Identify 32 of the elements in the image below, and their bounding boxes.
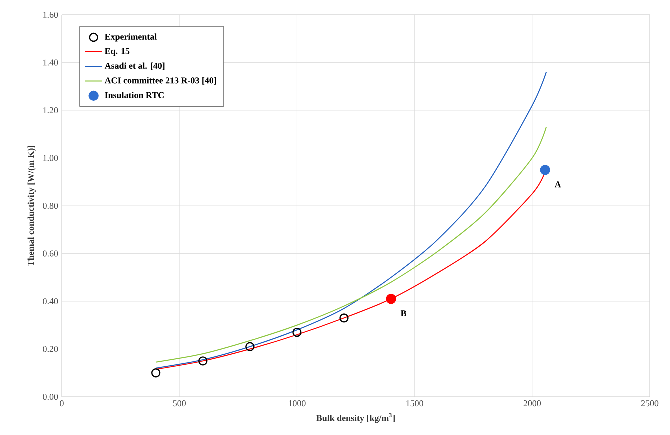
point [198, 356, 208, 366]
y-tick-label: 1.60 [44, 12, 58, 18]
point [386, 294, 396, 304]
legend-label: Eq. 15 [104, 48, 130, 56]
legend-label: Experimental [104, 34, 157, 42]
y-tick-label: 1.20 [44, 107, 58, 114]
x-tick-label: 2000 [524, 400, 542, 407]
point [340, 314, 349, 323]
x-tick-label: 0 [60, 400, 64, 407]
x-tick-label: 1500 [406, 400, 424, 407]
point [540, 165, 550, 176]
point [292, 328, 302, 338]
point [246, 342, 255, 352]
y-tick-label: 0.60 [43, 250, 58, 257]
y-tick-label: 0.20 [43, 346, 58, 352]
x-tick-label: 1000 [289, 400, 306, 407]
y-tick-label: 0.80 [43, 202, 58, 210]
legend-label: ACI committee 213 R-03 [40] [104, 77, 216, 85]
x-tick-label: 2500 [641, 400, 659, 407]
annotation: A [554, 182, 562, 188]
annotation: B [400, 310, 407, 317]
legend-label: Insulation RTC [105, 92, 164, 98]
line-series [156, 126, 548, 363]
legend-label: Asadi et al. [40] [104, 62, 165, 70]
y-tick-label: 1.40 [44, 60, 58, 66]
y-tick-label: 1.00 [44, 155, 58, 162]
y-tick-label: 0.00 [43, 394, 58, 400]
y-tick-label: 0.40 [43, 298, 58, 305]
point [151, 368, 161, 378]
x-tick-label: 500 [173, 400, 186, 407]
x-axis-title: Bulk density [kg/m$^{3}$] [316, 413, 395, 424]
y-axis-title: Themal conductivity [W/(m K)] [28, 146, 36, 266]
